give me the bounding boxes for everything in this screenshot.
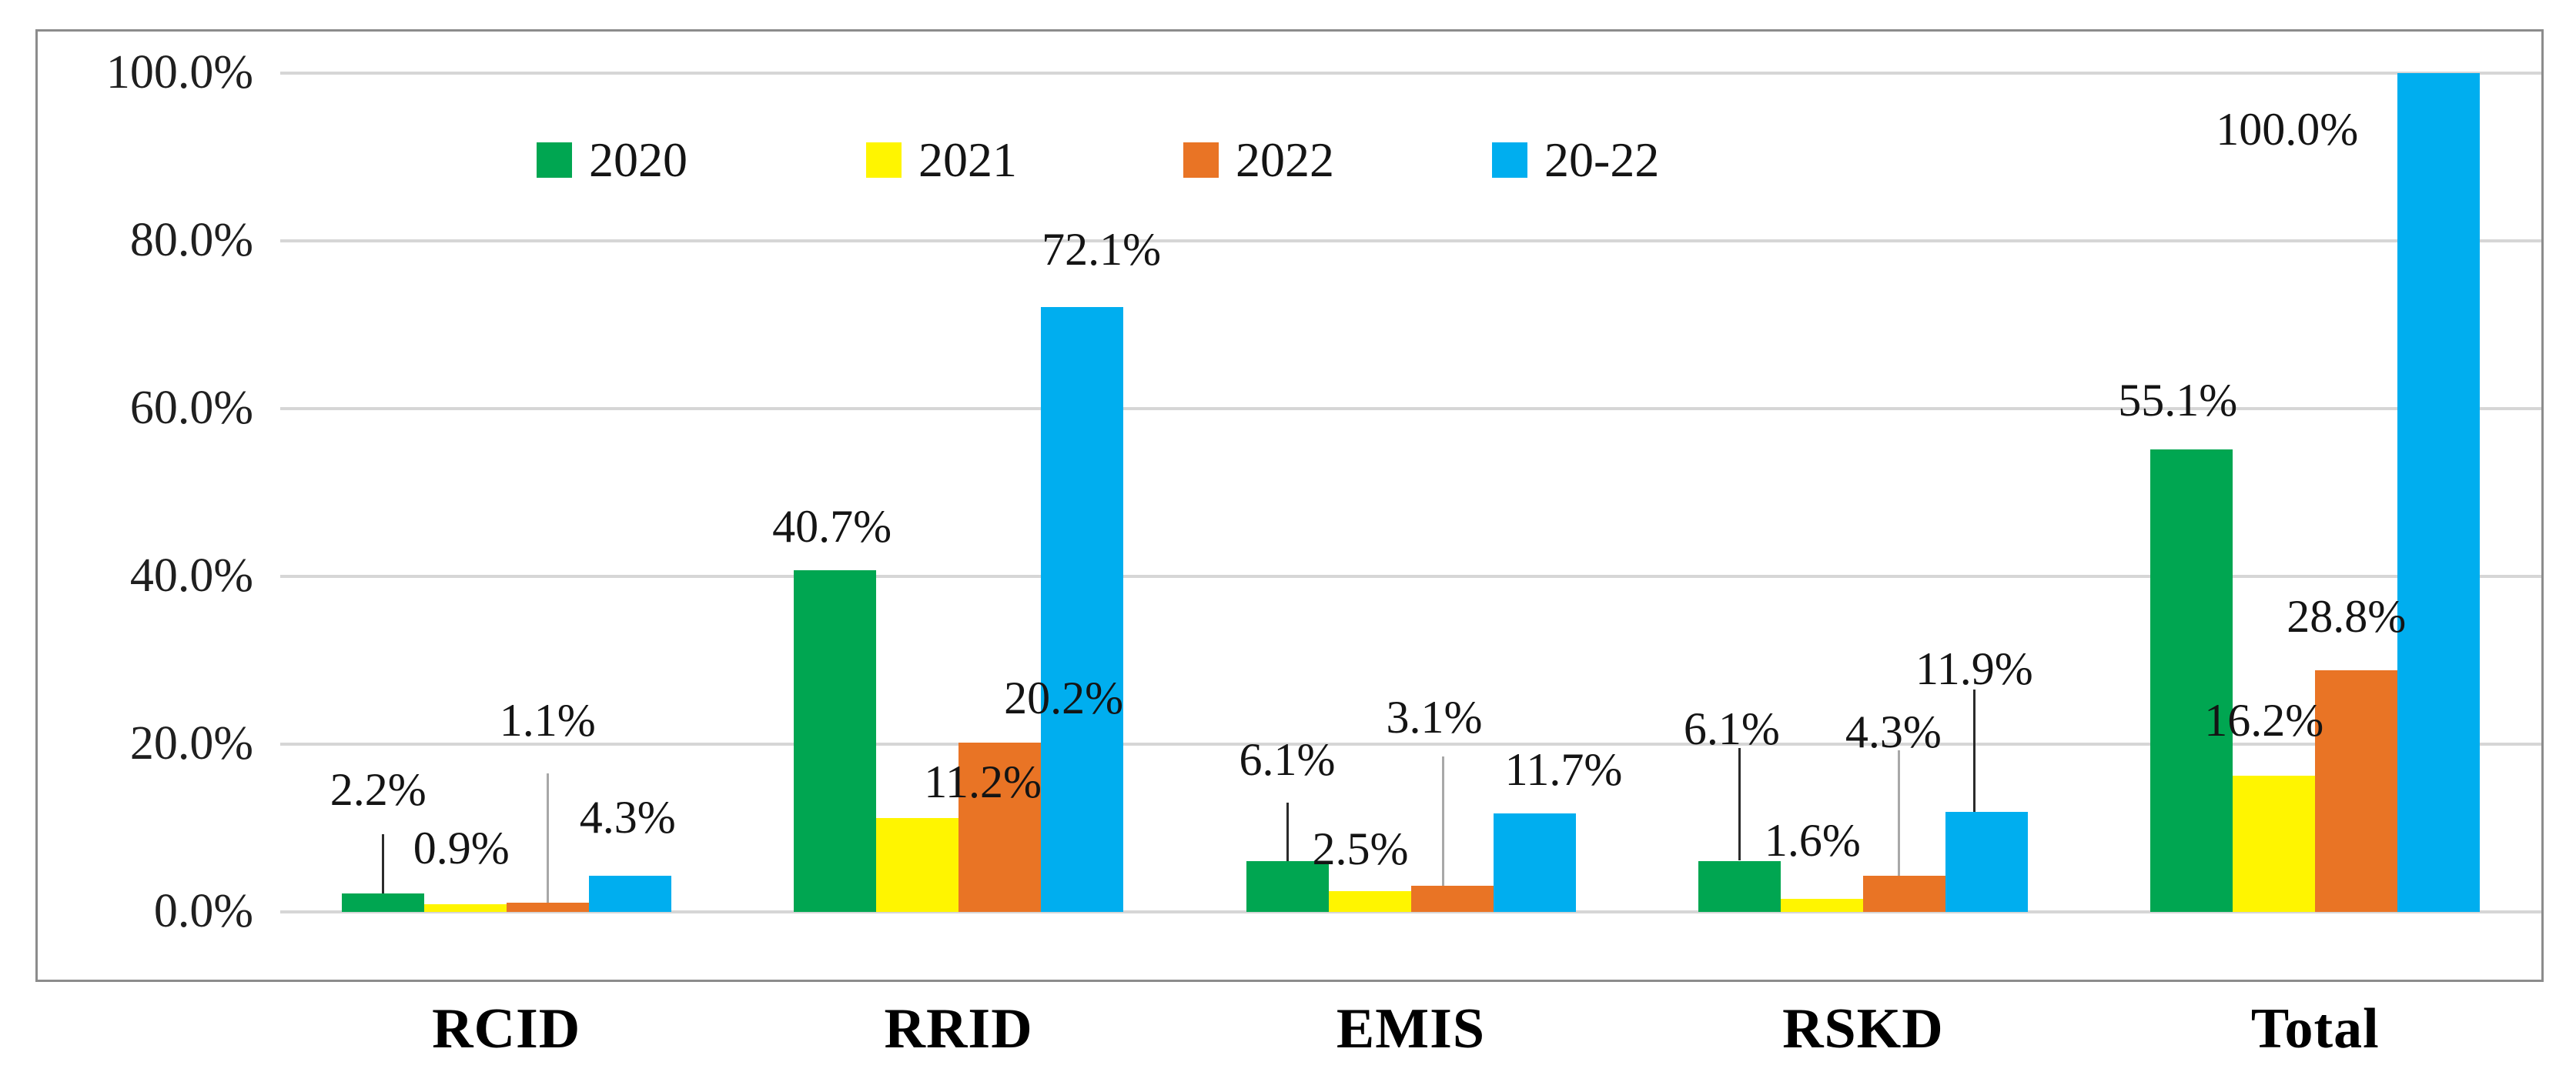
y-axis-tick-label: 100.0% xyxy=(105,46,253,99)
bar-2022-Total xyxy=(2315,670,2398,912)
value-label: 11.2% xyxy=(924,756,1042,808)
value-label: 11.9% xyxy=(1915,643,2033,694)
bar-2020-RSKD xyxy=(1698,860,1781,912)
data-label-leader-line xyxy=(381,833,384,893)
y-axis-tick-label: 40.0% xyxy=(129,549,253,602)
data-label-leader-line xyxy=(1286,803,1289,861)
value-label: 6.1% xyxy=(1683,703,1780,755)
bar-2020-Total xyxy=(2150,449,2233,912)
legend-swatch-2022 xyxy=(1183,142,1219,178)
bar-2021-RCID xyxy=(423,904,507,912)
bar-2022-RSKD xyxy=(1862,876,1945,912)
data-label-leader-line xyxy=(1972,690,1975,813)
value-label: 6.1% xyxy=(1239,733,1336,785)
bar-2020-RRID xyxy=(794,570,877,912)
gridline xyxy=(280,239,2541,242)
legend-item-2022: 2022 xyxy=(1183,135,1334,185)
bar-20-22-RRID xyxy=(1041,307,1124,912)
x-category-label-RCID: RCID xyxy=(432,997,581,1060)
bar-2020-RCID xyxy=(341,893,424,912)
value-label: 3.1% xyxy=(1386,692,1483,743)
legend-swatch-2021 xyxy=(866,142,902,178)
y-axis-tick-label: 80.0% xyxy=(129,214,253,266)
legend-item-2020: 2020 xyxy=(537,135,687,185)
value-label: 72.1% xyxy=(1042,223,1162,275)
bar-20-22-RCID xyxy=(588,876,671,912)
data-label-leader-line xyxy=(546,773,549,903)
legend-swatch-20-22 xyxy=(1492,142,1527,178)
value-label: 40.7% xyxy=(772,500,892,552)
bar-2020-EMIS xyxy=(1246,860,1329,912)
bar-2022-RCID xyxy=(506,903,589,912)
x-category-label-RRID: RRID xyxy=(884,997,1033,1060)
gridline xyxy=(280,910,2541,913)
data-label-leader-line xyxy=(1738,748,1741,861)
gridline xyxy=(280,575,2541,578)
legend-item-20-22: 20-22 xyxy=(1492,135,1659,185)
bar-2022-EMIS xyxy=(1410,886,1494,912)
x-category-label-Total: Total xyxy=(2250,997,2380,1060)
value-label: 2.2% xyxy=(330,763,427,815)
legend-label: 2021 xyxy=(918,132,1017,187)
bar-2021-RSKD xyxy=(1780,898,1863,912)
value-label: 4.3% xyxy=(1845,706,1942,757)
legend-label: 2020 xyxy=(589,132,687,187)
plot-area: 0.0% 20.0% 40.0% 60.0% 80.0% 100.0% 2020 2021 20… xyxy=(35,29,2544,982)
legend-label: 20-22 xyxy=(1544,132,1660,187)
gridline xyxy=(280,407,2541,410)
bar-2022-RRID xyxy=(958,742,1042,912)
value-label: 1.6% xyxy=(1764,815,1861,867)
gridline xyxy=(280,743,2541,746)
bar-20-22-RSKD xyxy=(1945,812,2028,912)
x-category-label-EMIS: EMIS xyxy=(1336,997,1486,1060)
bar-2021-Total xyxy=(2233,776,2316,912)
value-label: 100.0% xyxy=(2216,104,2359,155)
bar-20-22-EMIS xyxy=(1493,813,1576,912)
value-label: 11.7% xyxy=(1504,743,1623,795)
value-label: 2.5% xyxy=(1312,823,1409,875)
value-label: 55.1% xyxy=(2118,375,2238,426)
legend-swatch-2020 xyxy=(537,142,572,178)
legend-label: 2022 xyxy=(1236,132,1334,187)
value-label: 4.3% xyxy=(579,791,676,843)
data-label-leader-line xyxy=(1897,750,1900,877)
bar-2021-RRID xyxy=(876,817,959,912)
legend-item-2021: 2021 xyxy=(866,135,1017,185)
y-axis-tick-label: 60.0% xyxy=(129,382,253,434)
value-label: 16.2% xyxy=(2204,695,2324,746)
bar-2021-EMIS xyxy=(1328,890,1411,912)
bar-20-22-Total xyxy=(2397,73,2481,912)
value-label: 0.9% xyxy=(413,823,510,874)
y-axis-tick-label: 20.0% xyxy=(129,717,253,770)
x-category-label-RSKD: RSKD xyxy=(1782,997,1944,1060)
gridline xyxy=(280,72,2541,75)
value-label: 28.8% xyxy=(2287,591,2407,643)
data-label-leader-line xyxy=(1441,756,1444,887)
value-label: 20.2% xyxy=(1004,673,1124,724)
y-axis-tick-label: 0.0% xyxy=(153,885,253,937)
value-label: 1.1% xyxy=(499,695,596,746)
